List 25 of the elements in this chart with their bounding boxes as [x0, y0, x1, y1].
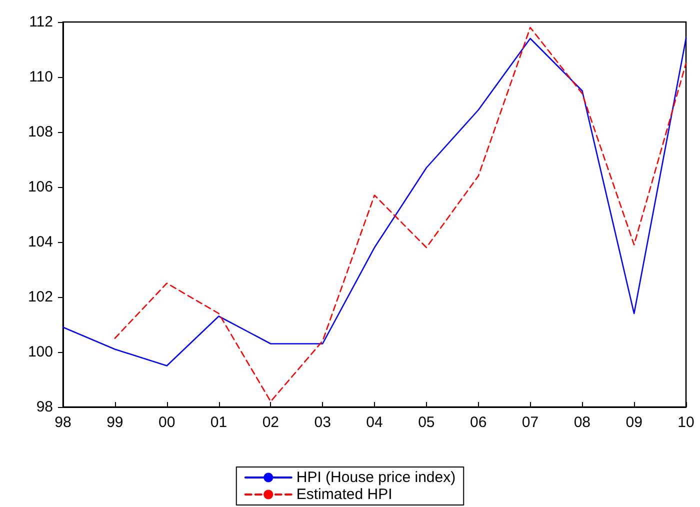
- x-tick-label: 03: [314, 414, 331, 431]
- legend-label: HPI (House price index): [296, 469, 456, 486]
- x-tick-label: 09: [626, 414, 642, 431]
- y-tick-label: 110: [29, 68, 53, 86]
- y-tick-label: 108: [28, 124, 53, 140]
- y-tick-label: 102: [28, 288, 53, 306]
- x-tick-label: 98: [54, 414, 72, 431]
- y-tick-label: 100: [28, 344, 53, 360]
- x-tick-label: 05: [418, 414, 435, 431]
- y-tick-label: 112: [29, 14, 53, 30]
- legend-label: Estimated HPI: [296, 486, 392, 503]
- line-series: [114, 26, 687, 402]
- line-series: [62, 38, 687, 366]
- x-tick-label: 04: [366, 414, 383, 431]
- y-tick-label: 98: [36, 398, 53, 416]
- y-tick-label: 104: [28, 234, 53, 250]
- y-tick-label: 106: [28, 178, 53, 196]
- x-tick-label: 10: [678, 414, 694, 431]
- x-tick-label: 99: [106, 414, 124, 431]
- x-tick-label: 06: [470, 414, 487, 431]
- x-tick-label: 07: [522, 414, 539, 431]
- x-tick-label: 08: [574, 414, 591, 431]
- x-tick-label: 00: [158, 414, 176, 431]
- x-tick-label: 01: [210, 414, 228, 431]
- x-tick-label: 02: [262, 414, 280, 431]
